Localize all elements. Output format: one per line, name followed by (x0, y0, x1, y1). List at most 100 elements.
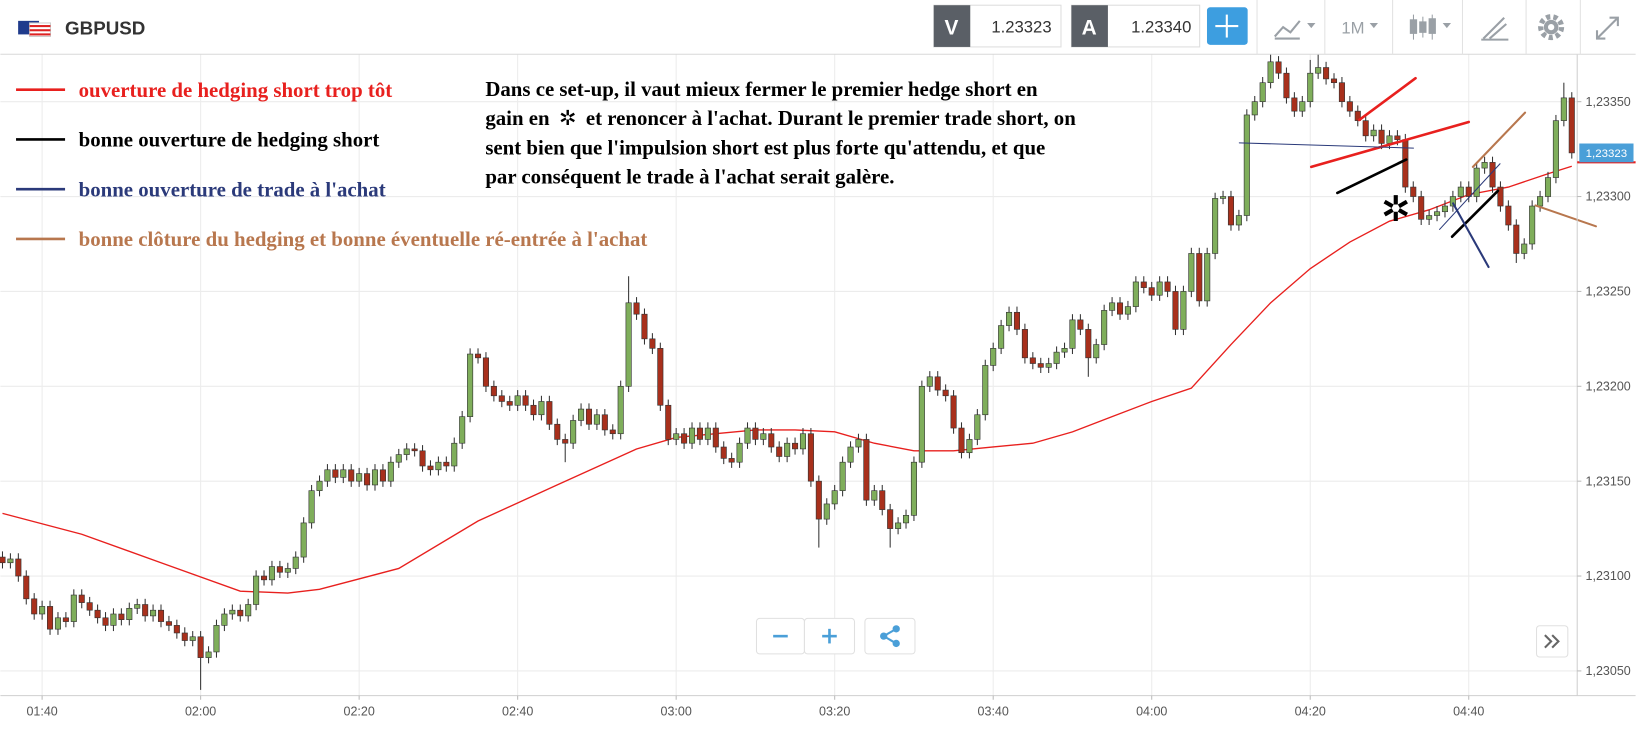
zoom-out-button[interactable] (755, 617, 805, 655)
candle-body (1212, 198, 1219, 254)
candle-body (633, 302, 640, 315)
candle-body (1101, 310, 1108, 345)
candle-body (950, 395, 957, 429)
candle-body (332, 469, 339, 478)
candle-body (86, 602, 93, 611)
candle-body (324, 469, 331, 482)
candle-body (1378, 129, 1385, 144)
chart-marker: ✲ (1381, 189, 1411, 230)
candle-body (245, 604, 252, 617)
candle-body (1283, 72, 1290, 99)
candle-body (284, 568, 291, 573)
candle-body (1346, 101, 1353, 112)
candle-body (760, 433, 767, 440)
candle-style-button[interactable] (1409, 14, 1452, 40)
candle-body (62, 617, 69, 622)
x-tick-label: 04:40 (1453, 704, 1484, 718)
candle-body (1418, 196, 1425, 220)
ma-layer (2, 165, 1572, 594)
candle-body (102, 617, 109, 626)
sell-price[interactable]: 1.23323 (991, 17, 1051, 36)
candle-body (308, 490, 315, 524)
candle-body (1243, 114, 1250, 216)
candle-body (1330, 78, 1338, 84)
candle-body (134, 604, 141, 609)
candle-body (578, 408, 585, 421)
candle-body (1505, 205, 1512, 226)
legend-label: ouverture de hedging short trop tôt (79, 78, 393, 102)
candle-body (728, 458, 735, 463)
candle-body (1457, 186, 1464, 197)
candle-body (910, 461, 917, 516)
scroll-latest-button[interactable] (1536, 625, 1569, 658)
candle-body (1402, 139, 1409, 188)
candle-body (1386, 135, 1393, 144)
candle-body (1180, 291, 1187, 330)
candle-body (482, 357, 489, 387)
red-stroke (1309, 120, 1471, 169)
candle-body (316, 480, 323, 491)
crosshair-button[interactable] (1206, 7, 1248, 45)
candle-body (625, 302, 632, 387)
fullscreen-button[interactable] (1595, 16, 1619, 40)
candle-body (356, 473, 363, 482)
candle-body (1560, 97, 1567, 121)
candle-body (1235, 215, 1242, 226)
candle-body (879, 490, 886, 510)
draw-tool-button[interactable] (1481, 16, 1509, 41)
candle-body (475, 353, 482, 359)
candle-body (1124, 306, 1131, 315)
candle-body (498, 395, 505, 402)
candle-body (847, 446, 854, 463)
buy-label[interactable]: A (1082, 16, 1097, 39)
x-tick-label: 03:40 (978, 704, 1009, 718)
candle-body (617, 385, 624, 435)
x-tick-label: 04:20 (1295, 704, 1326, 718)
candle-body (379, 469, 386, 482)
candle-body (934, 376, 941, 391)
settings-button[interactable] (1538, 14, 1565, 41)
sell-button[interactable]: V 1.23323 (933, 4, 1062, 48)
candle-body (1220, 196, 1227, 199)
candle-body (807, 433, 814, 482)
y-tick-label: 1,23150 (1586, 474, 1631, 488)
candle-body (443, 461, 450, 467)
candle-body (1513, 224, 1520, 254)
candle-body (1394, 135, 1401, 140)
legend-label: bonne clôture du hedging et bonne éventu… (79, 227, 648, 251)
y-tick-label: 1,23300 (1586, 190, 1631, 204)
timeframe-button[interactable]: 1M (1341, 18, 1379, 37)
candle-body (142, 604, 149, 617)
candle-body (649, 338, 656, 349)
candle-body (411, 448, 418, 452)
sell-label[interactable]: V (945, 16, 959, 39)
candle-body (1370, 129, 1377, 137)
share-button[interactable] (864, 617, 916, 655)
drawings (1238, 76, 1598, 269)
candle-body (895, 522, 902, 529)
candle-body (70, 594, 77, 622)
candle-body (1085, 329, 1092, 359)
candle-body (1434, 211, 1441, 216)
candle-body (1259, 82, 1266, 102)
candle-body (118, 613, 125, 620)
timeframe-label[interactable]: 1M (1341, 18, 1364, 37)
buy-button[interactable]: A 1.23340 (1070, 4, 1201, 48)
candle-body (1109, 302, 1116, 311)
candle-body (1299, 101, 1306, 112)
candle-body (427, 465, 434, 471)
candle-body (720, 446, 727, 459)
candle-body (1441, 205, 1448, 213)
candle-body (1354, 110, 1361, 121)
chart-type-button[interactable] (1273, 20, 1316, 40)
candle-body (1093, 344, 1100, 359)
candle-body (78, 594, 85, 603)
candle-body (261, 575, 268, 581)
candle-body (371, 469, 379, 486)
zoom-in-button[interactable] (803, 617, 856, 655)
buy-price[interactable]: 1.23340 (1131, 17, 1191, 36)
candle-body (1188, 253, 1195, 292)
candle-body (1029, 357, 1036, 364)
candle-body (451, 442, 458, 467)
x-tick-label: 03:20 (819, 704, 850, 718)
